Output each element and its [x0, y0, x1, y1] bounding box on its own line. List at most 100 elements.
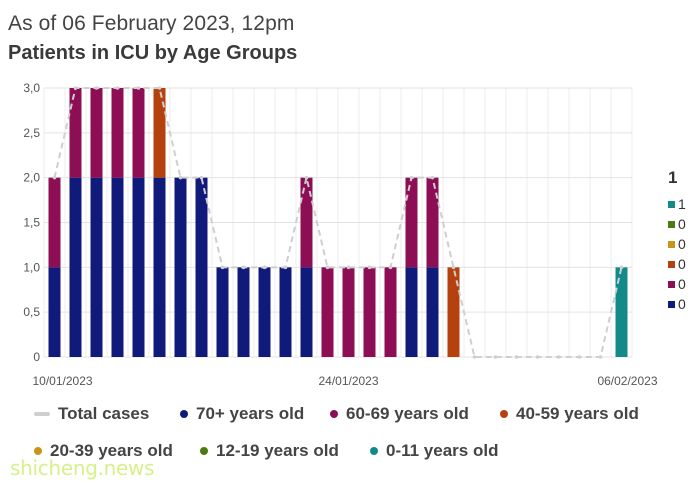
total-cases-point — [598, 355, 603, 359]
total-cases-point — [220, 265, 225, 270]
legend-item[interactable]: 0-11 years old — [370, 441, 498, 461]
legend-item[interactable]: 60-69 years old — [330, 404, 469, 424]
total-cases-point — [157, 86, 162, 90]
total-cases-point — [556, 355, 561, 359]
legend-dot-marker — [34, 447, 42, 455]
y-tick-label: 1,5 — [23, 216, 40, 230]
total-cases-point — [178, 175, 183, 180]
watermark-logo: shicheng.news — [10, 456, 155, 480]
legend-label: 12-19 years old — [216, 441, 339, 460]
bar-segment — [48, 267, 61, 357]
side-legend-row: 0 — [668, 234, 696, 254]
bar-segment — [384, 267, 397, 357]
side-legend-swatch — [668, 280, 675, 288]
chart-title: Patients in ICU by Age Groups — [8, 42, 298, 64]
total-cases-line — [53, 87, 623, 358]
y-tick-label: 3,0 — [23, 81, 40, 95]
total-cases-point — [388, 265, 393, 270]
side-legend-value: 1 — [678, 196, 686, 212]
y-tick-label: 0,5 — [23, 305, 40, 319]
legend-item[interactable]: 40-59 years old — [500, 404, 639, 424]
bar-segment — [279, 267, 292, 357]
total-cases-point — [241, 265, 246, 270]
x-tick-label: 06/02/2023 — [597, 374, 657, 388]
total-cases-point — [283, 265, 288, 270]
side-legend-value: 0 — [678, 216, 686, 232]
bar-segment — [426, 267, 439, 357]
bar-segment — [111, 88, 124, 178]
side-legend-swatch — [668, 220, 675, 228]
x-tick-label: 24/01/2023 — [318, 374, 378, 388]
bar-segment — [300, 177, 313, 268]
bar-segment — [111, 177, 124, 357]
total-cases-point — [472, 355, 477, 359]
side-legend-value: 0 — [678, 296, 686, 312]
bar-segment — [216, 267, 229, 357]
total-cases-point — [493, 355, 498, 359]
legend-item[interactable]: Total cases — [34, 404, 149, 424]
legend-label: 40-59 years old — [516, 404, 639, 423]
total-cases-point — [73, 86, 78, 90]
side-legend-swatch — [668, 300, 675, 308]
side-legend-swatch — [668, 240, 675, 248]
side-legend-row: 1 — [668, 194, 696, 214]
bar-segment — [69, 88, 82, 178]
total-cases-point — [325, 265, 330, 270]
side-legend-value: 0 — [678, 256, 686, 272]
side-legend-row: 0 — [668, 254, 696, 274]
bar-segment — [153, 88, 166, 178]
bar-segment — [132, 88, 145, 178]
side-legend-row: 0 — [668, 294, 696, 314]
total-cases-point — [346, 265, 351, 270]
bar-segment — [405, 267, 418, 357]
bar-segment — [258, 267, 271, 357]
total-cases-point — [262, 265, 267, 270]
total-cases-point — [94, 86, 99, 90]
legend-dash-marker — [34, 412, 50, 416]
bar-segment — [426, 177, 439, 268]
bar-segment — [195, 177, 208, 357]
total-cases-point — [451, 265, 456, 270]
total-cases-point — [514, 355, 519, 359]
side-legend-swatch — [668, 200, 675, 208]
bar-segment — [132, 177, 145, 357]
total-cases-point — [409, 175, 414, 180]
legend-dot-marker — [200, 447, 208, 455]
bar-segment — [447, 267, 460, 357]
total-cases-point — [535, 355, 540, 359]
bar-segment — [300, 267, 313, 357]
total-cases-point — [115, 86, 120, 90]
legend-label: 60-69 years old — [346, 404, 469, 423]
y-tick-label: 2,5 — [23, 126, 40, 140]
legend-label: 70+ years old — [196, 404, 305, 423]
bar-segment — [405, 177, 418, 268]
bar-segment — [174, 177, 187, 357]
legend-label: Total cases — [58, 404, 150, 423]
bar-segment — [90, 88, 103, 178]
legend-label: 20-39 years old — [50, 441, 173, 460]
bar-segment — [342, 267, 355, 357]
side-legend-value: 0 — [678, 236, 686, 252]
total-cases-point — [199, 175, 204, 180]
total-cases-point — [304, 175, 309, 180]
total-cases-point — [577, 355, 582, 359]
y-tick-label: 0 — [33, 350, 40, 364]
legend-item[interactable]: 20-39 years old — [34, 441, 173, 461]
legend-dot-marker — [500, 410, 508, 418]
y-tick-label: 1,0 — [23, 260, 40, 274]
side-legend-header: 1 — [668, 168, 678, 187]
icu-stacked-bar-chart: 0 0,5 1,0 1,5 2,0 2,5 3,0 10/01/2023 24/01/2023 0… — [23, 81, 658, 388]
bar-segment — [615, 267, 628, 357]
bar-segment — [363, 267, 376, 357]
bar-segment — [321, 267, 334, 357]
total-cases-point — [136, 86, 141, 90]
y-tick-label: 2,0 — [23, 171, 40, 185]
legend-item[interactable]: 12-19 years old — [200, 441, 339, 461]
legend-dot-marker — [330, 410, 338, 418]
legend-dot-marker — [180, 410, 188, 418]
side-legend-swatch — [668, 260, 675, 268]
bar-segment — [153, 177, 166, 357]
legend-item[interactable]: 70+ years old — [180, 404, 304, 424]
bar-segment — [90, 177, 103, 357]
total-cases-point — [430, 175, 435, 180]
